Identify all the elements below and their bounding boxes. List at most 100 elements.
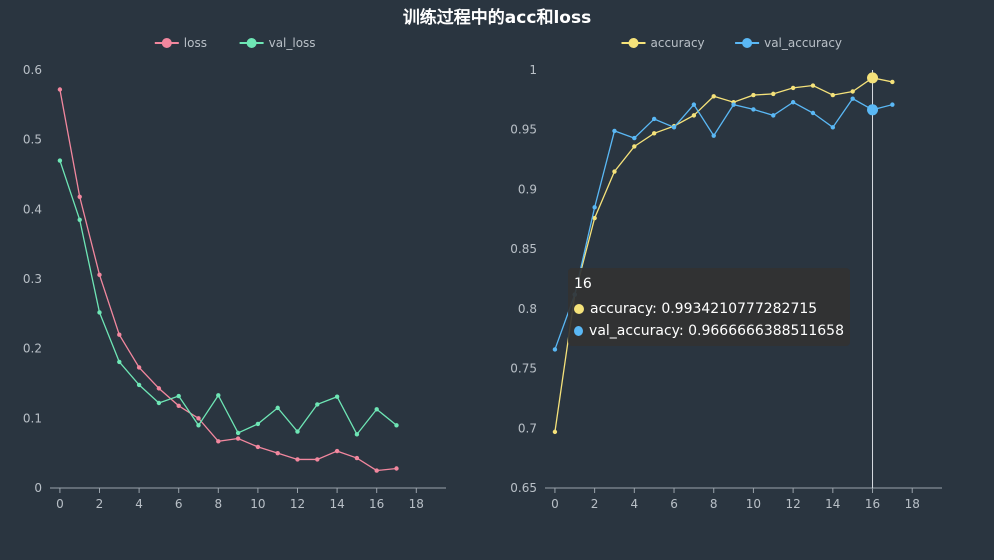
val_loss-point <box>156 400 162 406</box>
y-tick-label: 0.5 <box>23 133 42 147</box>
legend-marker-icon <box>628 38 639 48</box>
val_accuracy-point <box>890 102 895 107</box>
accuracy-point <box>810 83 816 88</box>
loss-point <box>334 448 340 454</box>
loss-point <box>156 386 162 391</box>
val_loss-point <box>97 310 102 315</box>
x-tick-label: 8 <box>710 497 718 511</box>
loss-point <box>176 403 181 408</box>
loss-point <box>97 272 102 278</box>
loss-point <box>216 439 221 444</box>
val_loss-point <box>374 407 379 412</box>
accuracy-point <box>691 113 697 118</box>
val_loss-point <box>315 402 320 407</box>
val_accuracy-series-line <box>554 97 893 350</box>
loss-point <box>57 87 63 92</box>
loss-point <box>295 457 300 462</box>
chart-1-group: 0 2 4 6 8 10 12 14 16 18 0.65 0.7 0.75 0.8 0.85 0.9 0.95… <box>510 36 942 511</box>
x-tick-label: 4 <box>631 497 639 511</box>
val_loss-series-line <box>59 160 397 436</box>
loss-point <box>354 455 360 461</box>
legend-label-loss: loss <box>184 36 207 50</box>
x-tick-label: 6 <box>670 497 678 511</box>
val_accuracy-point <box>691 102 697 107</box>
val_accuracy-point <box>671 125 677 130</box>
val_loss-point <box>196 423 201 428</box>
tooltip-row-accuracy: accuracy: 0.9934210777282715 <box>574 298 844 320</box>
x-tick-label: 0 <box>56 497 64 511</box>
loss-point <box>136 365 142 370</box>
y-tick-label: 0.95 <box>510 123 537 137</box>
accuracy-point <box>552 429 558 435</box>
y-tick-label: 0.9 <box>518 182 537 196</box>
y-tick-label: 1 <box>529 63 537 77</box>
loss-point <box>117 332 122 337</box>
legend-item-accuracy: accuracy <box>621 36 705 50</box>
val_accuracy-point <box>790 100 796 105</box>
legend-item-loss: loss <box>154 36 207 50</box>
chart-0-group: 0 2 4 6 8 10 12 14 16 18 0 0.1 0.2 0.3 0.4 0.5 0.6 loss va… <box>23 36 446 511</box>
y-tick-label: 0.2 <box>23 342 42 356</box>
x-tick-label: 12 <box>785 497 800 511</box>
loss-point <box>77 194 82 199</box>
y-tick-label: 0.6 <box>23 63 42 77</box>
accuracy-point <box>651 131 657 136</box>
val_loss-point <box>77 217 82 222</box>
val_loss-point <box>255 421 261 427</box>
tooltip-row-val-accuracy: val_accuracy: 0.9666666388511658 <box>574 320 844 342</box>
val_accuracy-point <box>751 107 756 112</box>
x-tick-label: 12 <box>290 497 305 511</box>
accuracy-point <box>830 92 836 98</box>
x-tick-label: 4 <box>135 497 143 511</box>
x-tick-label: 0 <box>551 497 559 511</box>
y-tick-label: 0.8 <box>518 302 537 316</box>
accuracy-point <box>632 144 637 149</box>
val_accuracy-point <box>651 116 657 122</box>
x-tick-label: 18 <box>905 497 920 511</box>
y-tick-label: 0.85 <box>510 242 537 256</box>
val_accuracy-point <box>632 135 637 141</box>
val_loss-point <box>117 359 122 365</box>
val_loss-point <box>57 158 63 163</box>
loss-point <box>374 468 379 473</box>
tooltip-accuracy-dot-icon <box>574 304 584 314</box>
val_loss-point <box>275 405 280 411</box>
legend-label-val_loss: val_loss <box>269 36 316 50</box>
x-tick-label: 8 <box>214 497 222 511</box>
accuracy-point <box>592 215 597 221</box>
chart-title: 训练过程中的acc和loss <box>403 7 591 28</box>
x-tick-label: 16 <box>865 497 880 511</box>
accuracy-point <box>612 169 617 174</box>
x-tick-label: 16 <box>369 497 384 511</box>
x-tick-label: 18 <box>409 497 424 511</box>
y-tick-label: 0.7 <box>518 421 537 435</box>
accuracy-point <box>751 92 756 98</box>
accuracy-point <box>771 91 776 97</box>
accuracy-point <box>850 89 855 94</box>
y-tick-label: 0.65 <box>510 481 537 495</box>
y-tick-label: 0 <box>34 481 42 495</box>
val_accuracy-point <box>771 113 776 118</box>
tooltip-x-label: 16 <box>574 276 592 292</box>
val_accuracy-point <box>612 128 617 134</box>
y-tick-label: 0.1 <box>23 411 42 425</box>
val_accuracy-point <box>592 205 597 210</box>
x-tick-label: 10 <box>250 497 265 511</box>
tooltip-val-accuracy-dot-icon <box>574 326 584 336</box>
legend-item-val_loss: val_loss <box>239 36 316 50</box>
tooltip-accuracy-text: accuracy: 0.9934210777282715 <box>590 301 818 317</box>
val_loss-point <box>216 393 221 398</box>
val_loss-point <box>334 394 340 399</box>
loss-point <box>275 450 280 456</box>
loss-point <box>255 444 261 450</box>
val_loss-point <box>235 430 241 436</box>
val_loss-point <box>176 393 181 399</box>
val_accuracy-point <box>810 110 816 116</box>
val_accuracy-point <box>552 347 558 352</box>
legend-label-val_accuracy: val_accuracy <box>764 36 842 50</box>
x-tick-label: 2 <box>96 497 104 511</box>
y-tick-label: 0.75 <box>510 362 537 376</box>
val_accuracy-point <box>867 104 879 116</box>
